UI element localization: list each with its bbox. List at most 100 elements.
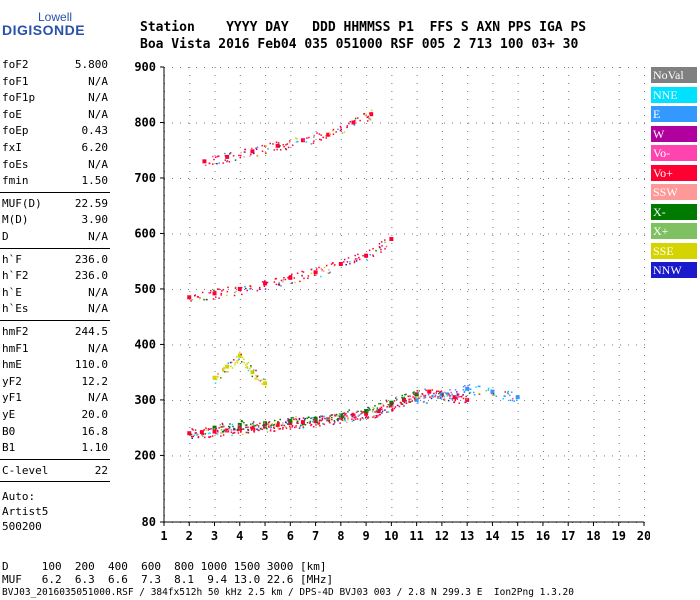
grid-dot [524,233,525,235]
grid-dot [644,475,645,476]
param-row: yF2 12.2 [2,375,108,389]
scatter-dot [389,404,391,407]
scatter-dot [415,392,417,395]
grid-dot [391,363,393,364]
scatter-dot [241,433,244,436]
scatter-dot [275,277,278,280]
scatter-dot [355,411,358,414]
grid-dot [189,459,191,460]
grid-dot [524,455,525,457]
grid-dot [189,403,191,404]
scatter-dot [240,286,243,289]
scatter-dot [424,396,427,399]
scatter-dot [493,394,496,396]
scatter-dot [295,418,298,421]
grid-dot [404,177,405,179]
grid-dot [441,83,443,84]
scatter-dot [367,416,370,418]
scatter-dot [291,425,294,428]
grid-dot [300,122,301,124]
scatter-dot [238,351,241,354]
scatter-dot [384,241,386,244]
scatter-dot [487,387,490,390]
scatter-dot [487,389,490,391]
scatter-dot [457,393,460,395]
grid-dot [517,315,519,316]
grid-dot [214,483,216,484]
grid-dot [214,179,216,180]
grid-dot [593,275,595,276]
grid-dot [391,227,393,228]
scatter-dot [241,419,243,422]
grid-dot [542,187,544,188]
grid-dot [556,455,557,457]
scatter-dot [257,379,260,381]
scatter-dot [369,408,371,411]
scatter-dot [320,134,322,136]
scatter-dot [251,147,253,150]
scatter-dot [243,358,245,361]
grid-dot [391,163,393,164]
scatter-dot [384,239,386,241]
grid-dot [542,227,544,228]
param-row: foEp 0.43 [2,124,108,138]
legend-item-x-: X+ [651,223,697,239]
grid-dot [364,455,365,457]
grid-dot [366,179,368,180]
scatter-dot [225,294,228,297]
scatter-dot [273,419,276,422]
grid-dot [468,67,469,68]
grid-dot [308,455,309,457]
grid-dot [391,339,393,340]
scatter-dot [279,418,281,421]
grid-dot [516,344,517,346]
scatter-dot [367,410,369,413]
scatter-dot [224,370,226,373]
grid-dot [467,467,469,468]
grid-dot [556,177,557,179]
grid-dot [239,291,241,292]
scatter-dot [263,285,266,287]
grid-dot [467,203,469,204]
grid-dot [214,275,216,276]
grid-dot [441,267,443,268]
scatter-dot [280,279,283,282]
scatter-dot [393,400,396,402]
grid-dot [596,399,597,401]
grid-dot [542,83,544,84]
scatter-dot [295,141,298,143]
scatter-dot [277,142,280,144]
grid-dot [380,344,381,346]
grid-dot [244,122,245,124]
grid-dot [239,67,241,68]
scatter-dot [401,403,404,405]
grid-dot [593,315,595,316]
grid-dot [348,399,349,401]
scatter-dot [222,431,225,434]
scatter-dot [278,428,281,430]
scatter-dot [265,152,267,154]
param-value: 110.0 [74,358,108,372]
grid-dot [517,267,519,268]
grid-dot [366,443,368,444]
param-value: N/A [88,302,108,316]
scatter-dot [221,290,223,292]
grid-dot [467,411,469,412]
grid-dot [239,347,241,348]
grid-dot [265,99,267,100]
data-point [338,261,343,266]
scatter-dot [216,162,218,165]
grid-dot [568,459,570,460]
grid-dot [593,67,595,68]
grid-dot [391,435,393,436]
grid-dot [315,139,317,140]
grid-dot [441,499,443,500]
scatter-dot [284,278,287,281]
scatter-dot [353,260,356,262]
scatter-dot [341,419,344,422]
scatter-dot [213,427,216,430]
grid-dot [542,155,544,156]
grid-dot [593,419,595,420]
grid-dot [618,395,620,396]
scatter-dot [310,143,313,145]
